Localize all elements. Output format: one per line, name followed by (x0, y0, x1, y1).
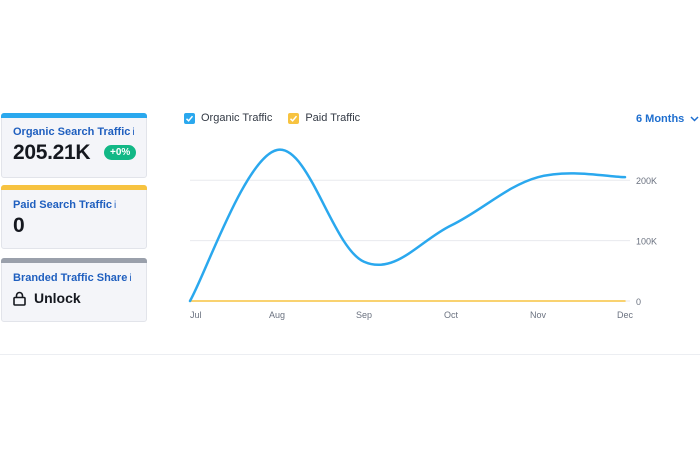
y-tick-label: 0 (636, 297, 641, 307)
unlock-button[interactable]: Unlock (13, 290, 81, 306)
unlock-label: Unlock (34, 290, 81, 306)
x-tick-label: Nov (530, 310, 547, 320)
traffic-line-chart: 0 100K 200K Jul Aug Sep Oct Nov Dec (188, 148, 657, 320)
x-tick-label: Oct (444, 310, 459, 320)
legend-label-paid: Paid Traffic (305, 112, 361, 124)
chart-legend: Organic Traffic Paid Traffic (184, 112, 376, 124)
organic-traffic-line (188, 148, 627, 303)
organic-search-traffic-value: 205.21K (13, 141, 91, 164)
branded-traffic-share-card[interactable]: Branded Traffic Share i Unlock (1, 258, 147, 322)
lock-icon (13, 291, 26, 306)
organic-search-traffic-card[interactable]: Organic Search Traffic i 205.21K +0% (1, 113, 147, 178)
date-range-label: 6 Months (636, 113, 685, 125)
info-icon[interactable]: i (132, 127, 135, 138)
legend-item-organic[interactable]: Organic Traffic (184, 112, 272, 124)
x-tick-label: Aug (269, 310, 285, 320)
y-tick-label: 100K (636, 237, 657, 247)
paid-label-text: Paid Search Traffic (13, 199, 113, 211)
paid-search-traffic-label: Paid Search Traffic i (13, 199, 116, 211)
paid-search-traffic-card[interactable]: Paid Search Traffic i 0 (1, 185, 147, 249)
section-divider (0, 354, 700, 355)
card-accent-bar (1, 258, 147, 263)
branded-traffic-share-label: Branded Traffic Share i (13, 272, 132, 284)
x-tick-label: Dec (617, 310, 634, 320)
organic-label-text: Organic Search Traffic (13, 126, 131, 138)
legend-label-organic: Organic Traffic (201, 112, 273, 124)
x-tick-label: Sep (356, 310, 372, 320)
checkbox-checked-icon[interactable] (288, 112, 300, 124)
branded-label-text: Branded Traffic Share (13, 272, 128, 284)
date-range-dropdown[interactable]: 6 Months (636, 113, 699, 125)
paid-search-traffic-value: 0 (13, 214, 25, 237)
card-accent-bar (1, 113, 147, 118)
checkbox-checked-icon[interactable] (184, 112, 195, 124)
legend-item-paid[interactable]: Paid Traffic (288, 112, 360, 124)
organic-search-traffic-label: Organic Search Traffic i (13, 126, 135, 138)
y-tick-label: 200K (636, 176, 657, 186)
change-badge: +0% (104, 145, 137, 160)
chevron-down-icon (690, 116, 699, 122)
x-tick-label: Jul (190, 310, 202, 320)
card-accent-bar (1, 185, 147, 190)
info-icon[interactable]: i (129, 273, 132, 284)
info-icon[interactable]: i (114, 200, 117, 211)
